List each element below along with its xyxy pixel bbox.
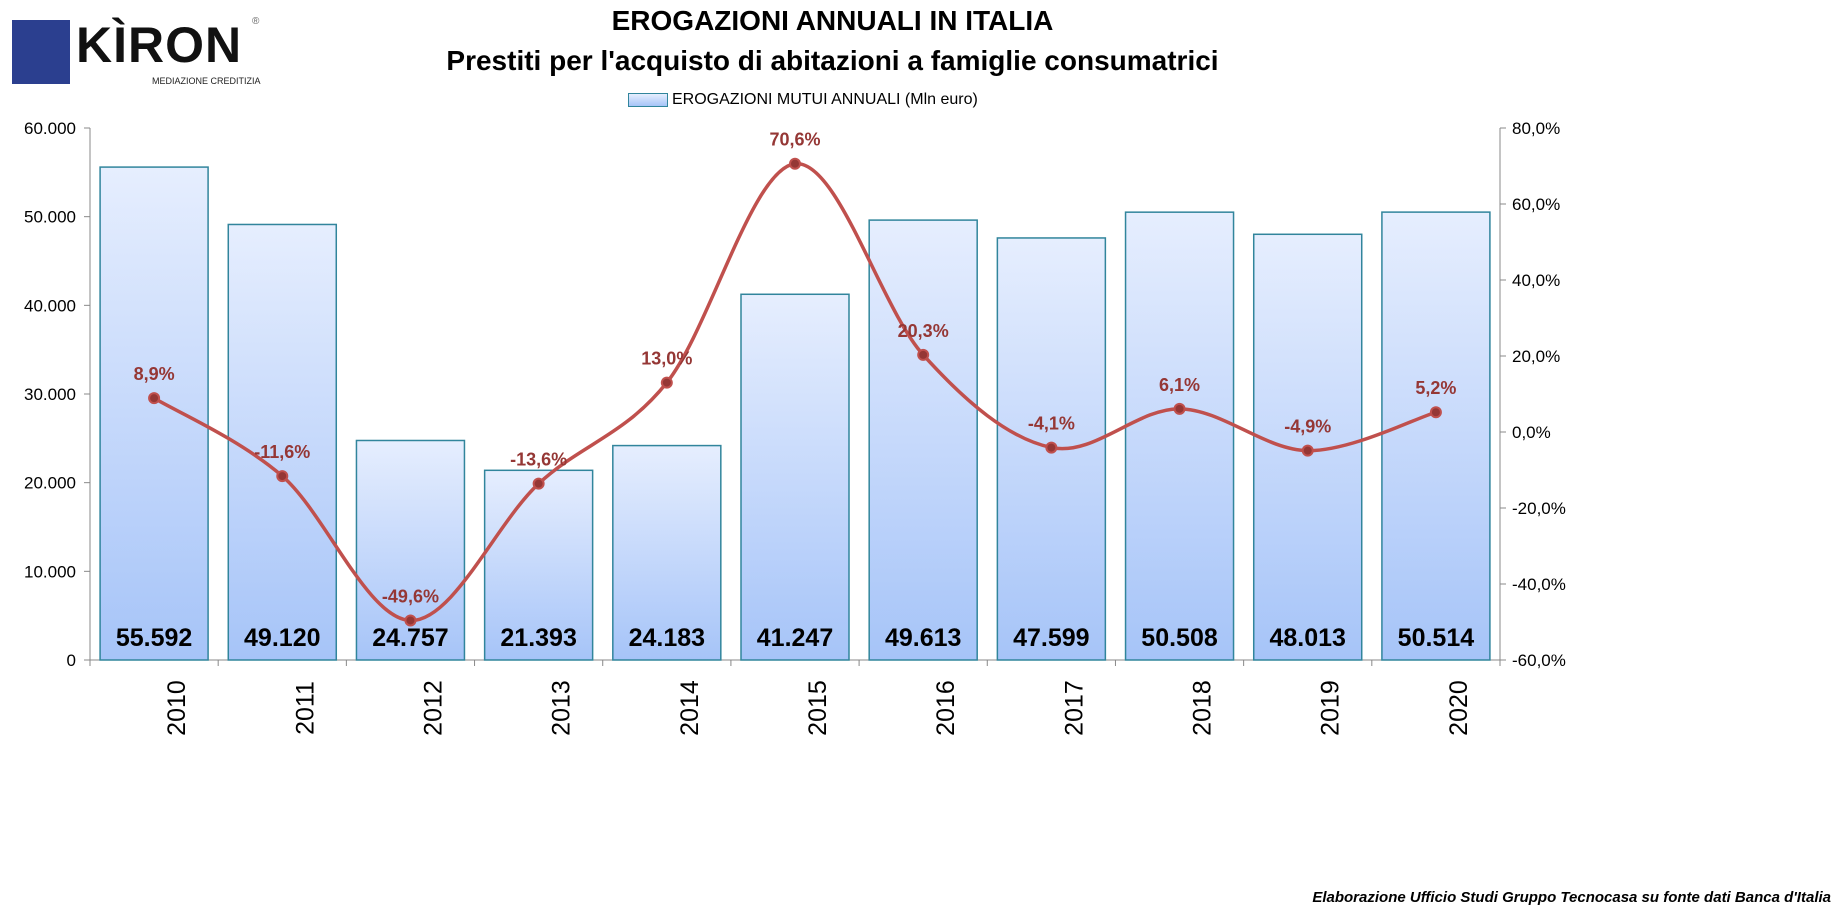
growth-point-2014 (660, 376, 673, 389)
x-tick-label: 2020 (1445, 680, 1473, 736)
logo-text: KÌRON (76, 17, 243, 73)
growth-label: 13,0% (641, 349, 692, 369)
bar-2014 (612, 444, 722, 661)
growth-line (153, 161, 1437, 623)
y-left-tick-label: 40.000 (24, 296, 76, 315)
x-tick-label: 2010 (163, 680, 191, 736)
y-right-tick-label: -20,0% (1512, 499, 1566, 518)
y-left-tick-label: 50.000 (24, 208, 76, 227)
y-right-tick-label: 40,0% (1512, 271, 1560, 290)
bar-value-label: 48.013 (1269, 624, 1345, 652)
x-tick-label: 2015 (804, 680, 832, 736)
bar-2013 (483, 469, 594, 661)
growth-label: -4,9% (1284, 417, 1331, 437)
legend-swatch (628, 93, 668, 107)
bar-value-label: 49.613 (885, 624, 961, 652)
logo-registered: ® (252, 16, 260, 27)
bar-value-label: 55.592 (116, 624, 192, 652)
y-right-tick-label: 80,0% (1512, 119, 1560, 138)
bar-2020 (1381, 211, 1491, 661)
legend-label: EROGAZIONI MUTUI ANNUALI (Mln euro) (672, 91, 978, 108)
growth-point-2010 (148, 392, 161, 405)
x-tick-label: 2016 (932, 680, 960, 736)
bar-2016 (868, 219, 978, 661)
bar-2018 (1124, 211, 1235, 661)
growth-point-2015 (789, 157, 801, 170)
chart-title: EROGAZIONI ANNUALI IN ITALIA (611, 5, 1054, 36)
bar-value-label: 50.514 (1398, 624, 1475, 652)
growth-label: -49,6% (382, 586, 439, 606)
growth-label: 6,1% (1159, 375, 1200, 395)
growth-point-2020 (1429, 406, 1442, 419)
growth-label: -4,1% (1028, 414, 1075, 434)
x-tick-label: 2012 (419, 680, 447, 736)
bar-value-label: 24.183 (629, 624, 705, 652)
y-left-tick-label: 20.000 (24, 474, 76, 493)
bar-value-label: 47.599 (1013, 624, 1089, 652)
logo-subtitle: MEDIAZIONE CREDITIZIA (152, 76, 261, 86)
y-left-tick-label: 10.000 (24, 562, 76, 581)
bar-value-label: 41.247 (757, 624, 833, 652)
growth-label: -13,6% (510, 450, 567, 470)
y-right-tick-label: -40,0% (1512, 575, 1566, 594)
y-left-tick-label: 0 (67, 651, 76, 670)
growth-point-2013 (532, 477, 545, 490)
y-right-tick-label: 60,0% (1512, 195, 1560, 214)
growth-point-2012 (404, 614, 417, 627)
bar-value-label: 50.508 (1141, 624, 1218, 652)
y-left-tick-label: 30.000 (24, 385, 76, 404)
y-right-tick-label: 20,0% (1512, 347, 1560, 366)
y-right-tick-label: 0,0% (1512, 423, 1551, 442)
bar-2015 (740, 293, 850, 661)
x-tick-label: 2018 (1189, 680, 1217, 736)
source-note: Elaborazione Ufficio Studi Gruppo Tecnoc… (1312, 889, 1831, 906)
growth-label: 5,2% (1415, 378, 1456, 398)
growth-label: 20,3% (898, 321, 949, 341)
x-tick-label: 2011 (291, 681, 319, 735)
growth-label: -11,6% (254, 442, 310, 462)
logo-emblem (12, 20, 70, 84)
y-right-tick-label: -60,0% (1512, 651, 1566, 670)
growth-point-2017 (1045, 441, 1058, 454)
x-tick-label: 2013 (548, 680, 576, 736)
growth-point-2018 (1173, 402, 1186, 415)
growth-label: 8,9% (134, 364, 175, 384)
kiron-logo: KÌRON ® MEDIAZIONE CREDITIZIA (12, 14, 262, 94)
growth-point-2016 (917, 348, 930, 361)
bar-2011 (227, 223, 338, 661)
growth-label: 70,6% (769, 130, 820, 150)
bar-value-label: 21.393 (500, 624, 576, 652)
x-tick-label: 2017 (1060, 680, 1088, 736)
bar-value-label: 24.757 (372, 624, 448, 652)
bar-2010 (99, 166, 209, 661)
bar-value-label: 49.120 (244, 624, 320, 652)
y-left-tick-label: 60.000 (24, 119, 76, 138)
legend: EROGAZIONI MUTUI ANNUALI (Mln euro) (628, 90, 978, 110)
growth-point-2019 (1301, 444, 1314, 457)
growth-point-2011 (276, 470, 289, 483)
chart-subtitle: Prestiti per l'acquisto di abitazioni a … (446, 45, 1219, 76)
x-tick-label: 2014 (676, 680, 704, 736)
x-tick-label: 2019 (1317, 680, 1345, 736)
